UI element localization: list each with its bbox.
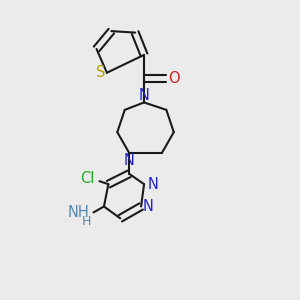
Text: H: H [81,215,91,228]
Text: S: S [96,65,106,80]
Text: N: N [139,88,149,103]
Text: Cl: Cl [80,171,95,186]
Text: NH: NH [68,205,89,220]
Text: N: N [124,153,135,168]
Text: O: O [168,71,180,86]
Text: N: N [148,177,158,192]
Text: N: N [143,199,154,214]
